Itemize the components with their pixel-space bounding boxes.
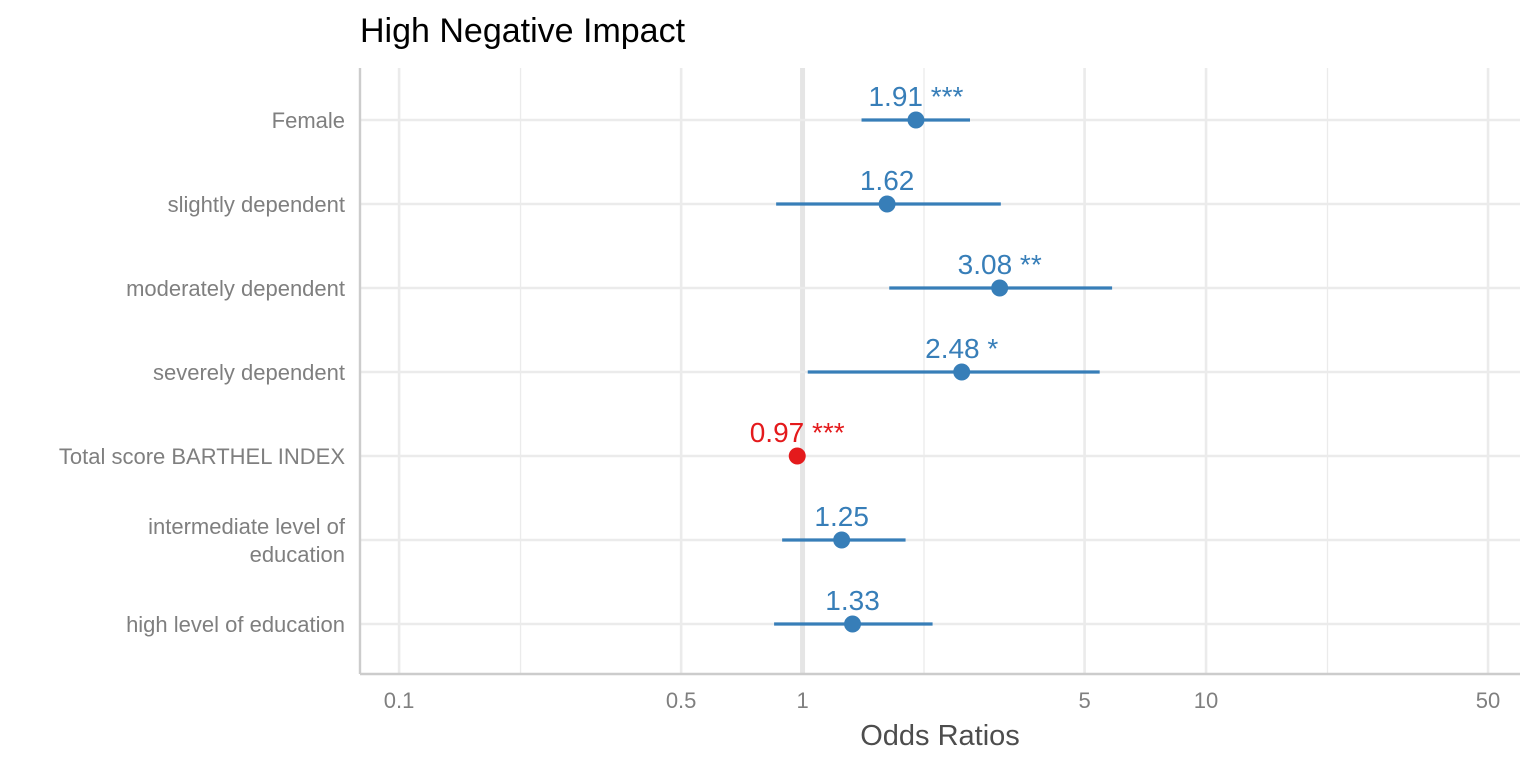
- x-tick-label-3: 5: [1078, 688, 1090, 713]
- y-tick-label-6: high level of education: [126, 612, 345, 637]
- estimate-point-6: [844, 615, 862, 633]
- x-tick-label-4: 10: [1194, 688, 1218, 713]
- data-label-3: 2.48 *: [925, 333, 998, 364]
- x-axis-title: Odds Ratios: [860, 720, 1020, 752]
- data-label-4: 0.97 ***: [750, 417, 845, 448]
- y-tick-label-1: slightly dependent: [168, 192, 345, 217]
- estimate-point-1: [878, 195, 896, 213]
- x-tick-label-2: 1: [796, 688, 808, 713]
- data-label-6: 1.33: [825, 585, 880, 616]
- x-tick-label-5: 50: [1476, 688, 1500, 713]
- y-tick-label-3: severely dependent: [153, 360, 345, 385]
- estimate-point-4: [788, 447, 806, 465]
- x-tick-label-0: 0.1: [384, 688, 415, 713]
- data-label-5: 1.25: [814, 501, 869, 532]
- data-label-0: 1.91 ***: [868, 81, 963, 112]
- estimate-point-3: [953, 363, 971, 381]
- data-label-2: 3.08 **: [958, 249, 1042, 280]
- data-label-1: 1.62: [860, 165, 915, 196]
- y-tick-label-0: Female: [272, 108, 345, 133]
- y-tick-label-2: moderately dependent: [126, 276, 345, 301]
- estimate-point-2: [991, 279, 1009, 297]
- y-tick-label-5-line-0: intermediate level of: [148, 514, 346, 539]
- chart-title: High Negative Impact: [360, 12, 686, 50]
- estimate-point-0: [907, 111, 925, 129]
- x-tick-label-1: 0.5: [666, 688, 697, 713]
- y-tick-label-4: Total score BARTHEL INDEX: [59, 444, 345, 469]
- y-tick-label-5-line-1: education: [250, 542, 345, 567]
- estimate-point-5: [833, 531, 851, 549]
